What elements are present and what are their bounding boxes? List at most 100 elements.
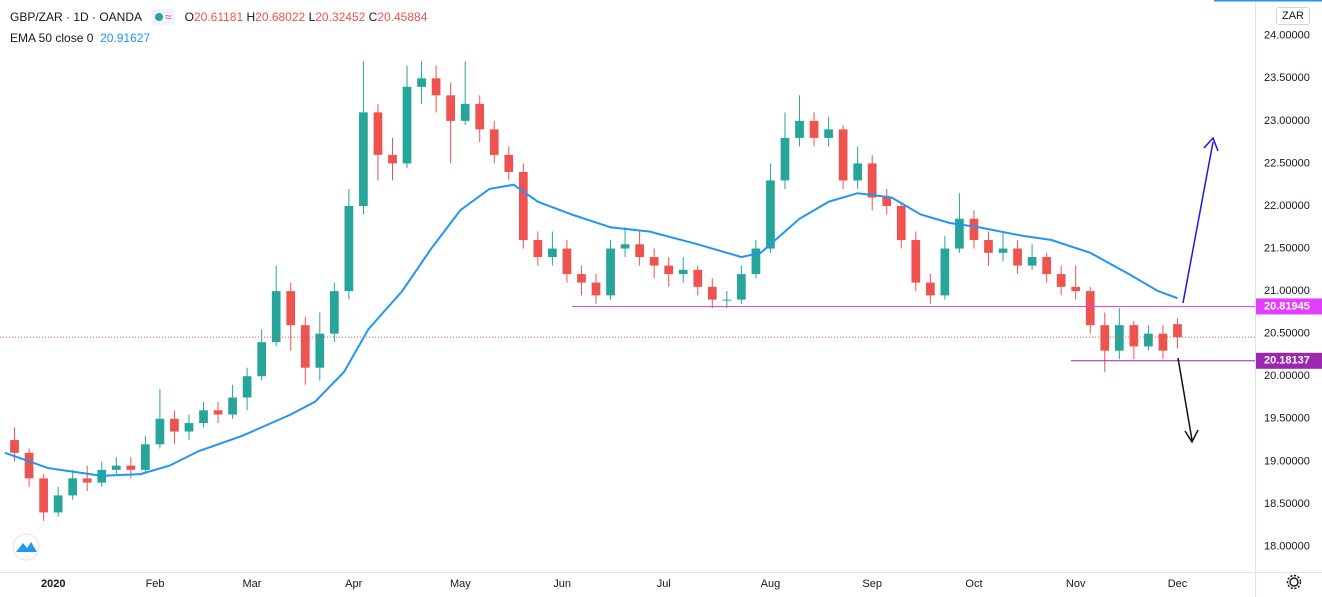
candle-body	[286, 291, 296, 326]
candle-body	[329, 291, 339, 334]
gear-outer[interactable]	[1286, 574, 1302, 590]
indicator-name[interactable]: EMA 50 close 0	[10, 31, 94, 45]
ema-line	[4, 183, 1178, 477]
candle-body	[53, 495, 63, 513]
x-tick-label: Feb	[146, 578, 165, 590]
y-tick-label: 21.50000	[1264, 242, 1310, 254]
candle-body	[548, 248, 557, 258]
candle-body	[155, 418, 165, 445]
y-tick-label: 22.50000	[1264, 157, 1310, 169]
level-label: 20.18137	[1264, 355, 1310, 367]
candle-body	[489, 129, 499, 155]
candle-body	[344, 205, 354, 292]
settings-icon[interactable]	[1286, 574, 1302, 590]
y-tick-label: 22.00000	[1264, 200, 1310, 212]
symbol-legend: GBP/ZAR · 1D · OANDA ≈ O20.61181 H20.680…	[10, 9, 427, 25]
candle-body	[1158, 333, 1168, 351]
candle-body	[649, 257, 659, 266]
down-arrow-head	[1184, 429, 1199, 444]
candle-body	[199, 410, 208, 424]
gear-inner[interactable]	[1289, 577, 1299, 587]
indicator-value: 20.91627	[100, 31, 151, 45]
x-tick-label: Sep	[862, 578, 882, 590]
level-label: 20.81945	[1264, 300, 1310, 312]
candle-body	[693, 269, 703, 287]
candle-body	[82, 478, 92, 483]
projection-arrows	[1177, 136, 1219, 444]
wave-icon: ≈	[165, 10, 172, 24]
candle-body	[228, 397, 237, 415]
candle-body	[591, 282, 601, 296]
candle-body	[853, 163, 863, 181]
candle-body	[300, 325, 310, 368]
candle-body	[213, 410, 223, 415]
candle-body	[824, 129, 833, 138]
candle-body	[431, 78, 441, 96]
currency-label[interactable]: ZAR	[1276, 7, 1310, 25]
status-badge[interactable]: ≈	[152, 9, 175, 25]
candle-body	[838, 129, 848, 181]
candle-body	[504, 154, 514, 172]
candle-body	[141, 444, 150, 470]
candle-body	[1027, 257, 1037, 266]
y-tick-label: 23.00000	[1264, 115, 1310, 127]
x-tick-label: Nov	[1066, 578, 1086, 590]
candle-body	[577, 274, 586, 283]
candle-body	[1042, 257, 1052, 275]
candle-body	[359, 112, 368, 206]
x-tick-label: Jul	[657, 578, 671, 590]
level-label-bg	[1256, 298, 1322, 315]
candle-body	[417, 78, 426, 87]
candle-body	[257, 342, 267, 377]
candle-body	[184, 423, 194, 432]
candle-body	[896, 205, 906, 241]
candle-body	[446, 95, 455, 121]
candle-body	[1013, 248, 1022, 266]
candle-body	[1129, 325, 1139, 347]
ohlc-label: L	[308, 10, 316, 24]
candle-body	[402, 86, 412, 164]
y-tick-label: 20.00000	[1264, 370, 1310, 382]
candle-body	[460, 103, 470, 121]
market-dot	[155, 13, 164, 21]
candle-body	[722, 299, 732, 301]
candle-body	[882, 197, 892, 206]
candle-body	[24, 452, 34, 479]
x-tick-label: 2020	[41, 578, 65, 590]
y-tick-label: 24.00000	[1264, 30, 1310, 42]
candle-body	[68, 478, 78, 496]
candle-body	[751, 248, 761, 275]
candle-body	[1144, 333, 1153, 347]
candle-body	[969, 218, 979, 241]
candle-body	[795, 120, 804, 138]
candle-body	[664, 265, 674, 275]
x-tick-label: Dec	[1168, 578, 1188, 590]
plot-area	[0, 61, 1255, 521]
down-arrow	[1177, 357, 1193, 441]
y-tick-label: 21.00000	[1264, 285, 1310, 297]
candle-body	[1056, 274, 1066, 287]
y-tick-label: 18.00000	[1264, 540, 1310, 552]
candle-body	[111, 465, 121, 470]
level-label-bg	[1256, 352, 1322, 369]
x-tick-label: Mar	[242, 578, 261, 590]
y-tick-label: 18.50000	[1264, 498, 1310, 510]
candle-body	[707, 286, 717, 300]
x-tick-label: May	[450, 578, 471, 590]
candle-body	[940, 248, 950, 296]
y-tick-label: 20.50000	[1264, 328, 1310, 340]
candle-body	[911, 240, 921, 283]
candle-body	[925, 282, 935, 296]
tv-logo[interactable]	[12, 533, 40, 561]
candle-body	[533, 240, 543, 258]
candle-body	[1100, 325, 1110, 351]
ohlc-value: 20.45884	[377, 10, 428, 24]
candle-body	[635, 244, 644, 258]
candle-body	[373, 112, 383, 155]
x-tick-label: Aug	[761, 578, 781, 590]
candle-body	[242, 376, 252, 398]
x-tick-label: Oct	[965, 578, 982, 590]
symbol[interactable]: GBP/ZAR · 1D · OANDA	[10, 10, 143, 24]
logo-shape[interactable]	[16, 542, 37, 552]
